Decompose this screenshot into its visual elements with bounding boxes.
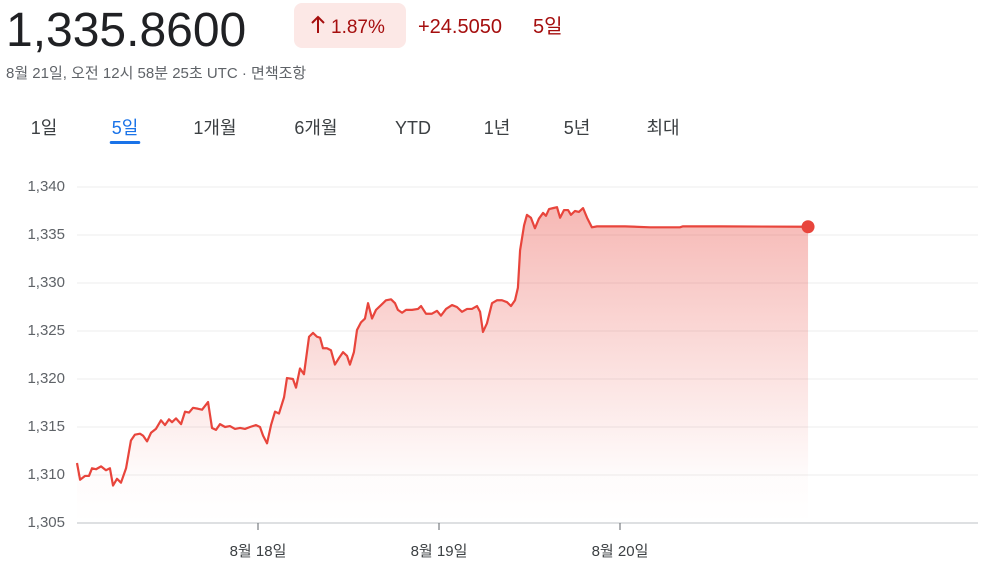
- selected-tab-underline: [109, 141, 141, 144]
- range-tabs: 1일 5일 1개월 6개월 YTD 1년 5년 최대: [31, 118, 680, 144]
- price: 1,335.8600: [6, 4, 246, 57]
- x-tick-label: 8월 20일: [592, 543, 649, 560]
- y-tick-label: 1,325: [27, 322, 65, 339]
- range-tab[interactable]: 최대: [646, 118, 679, 138]
- range-tab[interactable]: 6개월: [294, 118, 337, 138]
- disclaimer-link[interactable]: 면책조항: [251, 65, 306, 82]
- range-tab[interactable]: 5년: [564, 118, 591, 138]
- timestamp-text: 8월 21일, 오전 12시 58분 25초 UTC: [6, 65, 238, 82]
- change-percent: 1.87%: [331, 17, 385, 38]
- range-tab[interactable]: YTD: [395, 118, 431, 138]
- x-tick-label: 8월 18일: [230, 543, 287, 560]
- separator: ·: [242, 65, 247, 82]
- y-tick-label: 1,335: [27, 226, 65, 243]
- y-tick-label: 1,315: [27, 418, 65, 435]
- y-tick-label: 1,320: [27, 370, 65, 387]
- range-tab[interactable]: 1년: [484, 118, 511, 138]
- timestamp: 8월 21일, 오전 12시 58분 25초 UTC · 면책조항: [6, 65, 306, 82]
- period: 5일: [533, 15, 563, 38]
- y-tick-label: 1,305: [27, 514, 65, 531]
- up-arrow-icon: [311, 15, 325, 33]
- change-value: +24.5050: [418, 16, 502, 38]
- range-tab[interactable]: 1일: [31, 118, 58, 138]
- x-tick-label: 8월 19일: [411, 543, 468, 560]
- range-tab[interactable]: 1개월: [193, 118, 236, 138]
- change-badge: [294, 3, 406, 48]
- y-tick-label: 1,310: [27, 466, 65, 483]
- area-fill: [77, 207, 809, 523]
- range-tab[interactable]: 5일: [112, 118, 139, 138]
- last-point: [801, 220, 815, 234]
- y-tick-label: 1,330: [27, 274, 65, 291]
- y-tick-label: 1,340: [27, 178, 65, 195]
- price-line: [75, 206, 809, 487]
- chart: 1,305 1,310 1,315 1,320 1,325 1,330 1,335 1,340…: [27, 178, 978, 560]
